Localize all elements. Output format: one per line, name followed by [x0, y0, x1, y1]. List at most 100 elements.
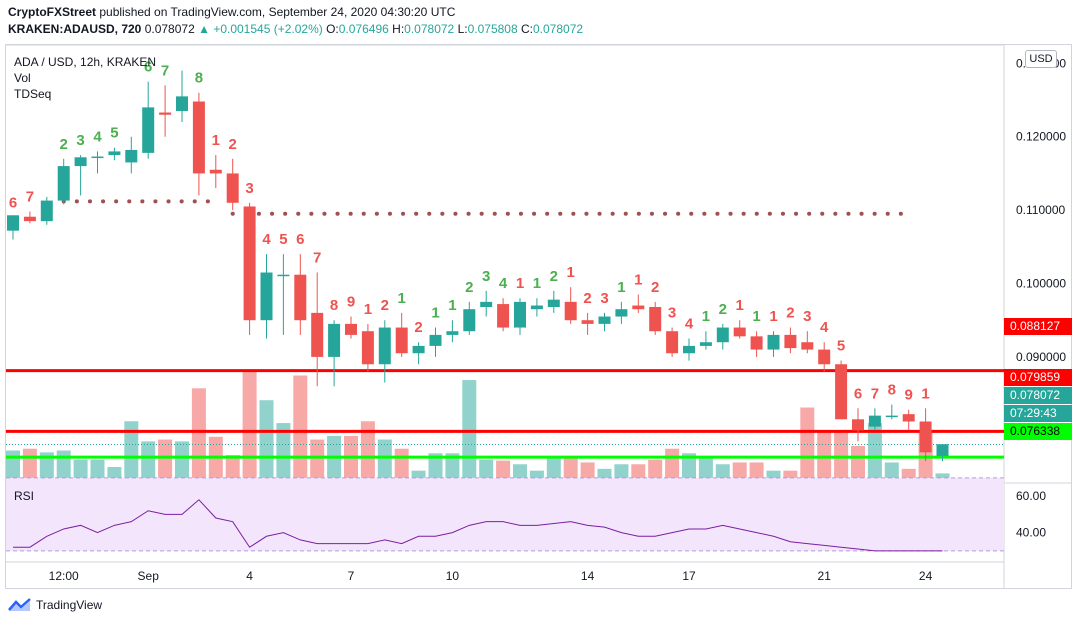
td-count-label: 9 — [347, 294, 355, 311]
candle-body — [277, 274, 290, 277]
td-count-label: 2 — [719, 301, 727, 318]
volume-bar — [648, 459, 663, 478]
candle-body — [209, 169, 222, 174]
candle-body — [294, 274, 307, 321]
candle-body — [784, 334, 797, 349]
candle-body — [446, 331, 459, 335]
candle-body — [919, 421, 932, 453]
tradingview-brand: TradingView — [36, 598, 103, 612]
volume-bar — [614, 464, 629, 478]
volume-bar — [428, 453, 443, 478]
td-count-label: 1 — [634, 272, 642, 289]
td-count-label: 1 — [921, 385, 929, 402]
td-count-label: 1 — [702, 308, 710, 325]
volume-bar — [732, 462, 747, 478]
symbol-info: KRAKEN:ADAUSD, 720 0.078072 ▲ +0.001545 … — [8, 22, 583, 36]
volume-bar — [462, 380, 477, 478]
td-count-label: 1 — [533, 275, 541, 292]
volume-bar — [310, 439, 325, 478]
volume-bar — [665, 448, 680, 478]
x-tick-label: 4 — [246, 569, 253, 583]
volume-bar — [6, 450, 20, 478]
td-count-label: 6 — [296, 231, 304, 248]
x-tick-label: 10 — [446, 569, 460, 583]
candle-body — [192, 101, 205, 174]
volume-bar — [124, 421, 139, 478]
volume-bar — [225, 455, 240, 478]
rsi-line — [13, 499, 943, 552]
td-count-label: 7 — [871, 385, 879, 402]
support-price-tag: 0.076338 — [1004, 423, 1072, 440]
x-tick-label: 14 — [581, 569, 595, 583]
resistance-price-tag: 0.088127 — [1004, 318, 1072, 335]
volume-bar — [276, 423, 291, 478]
candle-body — [345, 323, 357, 335]
low-value: 0.075808 — [467, 22, 518, 36]
x-tick-label: 12:00 — [49, 569, 79, 583]
td-count-label: 3 — [668, 305, 676, 322]
volume-bar — [901, 468, 916, 478]
volume-bar — [158, 439, 173, 478]
td-count-label: 7 — [26, 189, 34, 206]
y-tick-label: 0.090000 — [1016, 350, 1066, 364]
open-value: 0.076496 — [338, 22, 389, 36]
volume-bar — [766, 470, 781, 478]
candle-body — [936, 444, 949, 456]
volume-bar — [851, 445, 865, 478]
candle-body — [868, 415, 881, 427]
candle-body — [429, 334, 442, 346]
td-count-label: 4 — [499, 275, 508, 292]
publish-text: published on TradingView.com, September … — [96, 5, 456, 19]
td-count-label: 1 — [567, 264, 575, 281]
publisher-name[interactable]: CryptoFXStreet — [8, 5, 97, 19]
candle-body — [23, 216, 36, 222]
td-count-label: 2 — [229, 136, 237, 153]
candle-body — [632, 305, 645, 310]
td-count-label: 8 — [888, 382, 896, 399]
td-count-label: 2 — [786, 305, 794, 322]
volume-bar — [22, 448, 37, 478]
candle-body — [683, 345, 695, 354]
candle-body — [328, 323, 341, 357]
candle-body — [885, 415, 898, 418]
candle-body — [74, 157, 87, 167]
volume-bar — [715, 464, 730, 478]
td-count-label: 1 — [769, 308, 777, 325]
td-count-label: 2 — [381, 297, 389, 314]
td-count-label: 3 — [803, 308, 811, 325]
volume-bar — [867, 423, 882, 478]
currency-button[interactable]: USD — [1025, 50, 1057, 68]
candle-body — [716, 327, 729, 343]
rsi-band — [6, 477, 1004, 551]
x-tick-label: 24 — [919, 569, 933, 583]
candle-body — [666, 331, 679, 354]
legend-tdseq: TDSeq — [14, 87, 52, 101]
td-count-label: 1 — [448, 297, 456, 314]
td-count-label: 7 — [313, 250, 321, 267]
volume-bar — [293, 375, 308, 478]
td-count-label: 6 — [854, 385, 862, 402]
candle-body — [699, 342, 712, 346]
candle-body — [395, 327, 408, 354]
candle-body — [361, 331, 374, 365]
volume-bar — [884, 462, 899, 478]
td-count-label: 1 — [212, 132, 220, 149]
volume-bar — [259, 400, 274, 478]
y-tick-label: 0.120000 — [1016, 130, 1066, 144]
td-count-label: 1 — [516, 275, 524, 292]
volume-bar — [141, 441, 156, 478]
volume-bar — [39, 452, 54, 478]
countdown-tag: 07:29:43 — [1004, 405, 1072, 422]
candle-body — [125, 149, 138, 163]
td-count-label: 8 — [195, 70, 203, 87]
volume-bar — [935, 473, 950, 478]
x-tick-label: 17 — [682, 569, 696, 583]
volume-bar — [817, 430, 832, 478]
tradingview-logo[interactable]: TradingView — [8, 598, 102, 612]
td-count-label: 1 — [364, 301, 372, 318]
volume-bar — [631, 464, 646, 478]
candle-body — [514, 301, 526, 328]
volume-bar — [546, 457, 561, 478]
candle-body — [530, 305, 543, 310]
